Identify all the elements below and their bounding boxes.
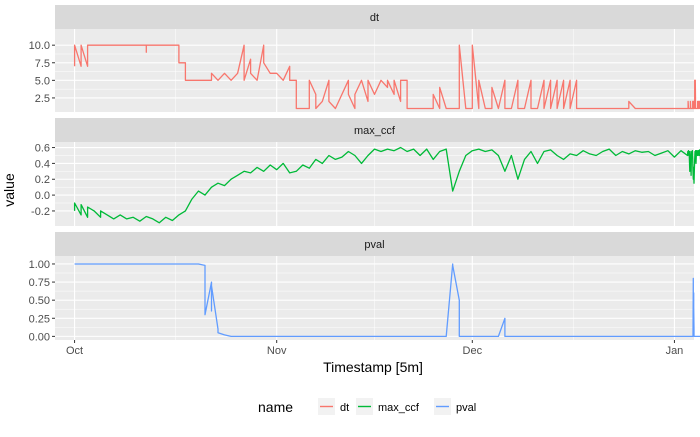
legend-title: name: [258, 399, 293, 415]
series-line-dt: [73, 44, 700, 110]
y-tick-label: 0.4: [35, 158, 50, 170]
y-tick-label: 7.5: [35, 58, 50, 70]
x-tick-label: Jan: [666, 345, 684, 357]
x-tick-label: Nov: [267, 345, 287, 357]
facet-strip-label: pval: [364, 239, 384, 251]
legend-label: pval: [456, 402, 476, 414]
legend-item-dt: dt: [318, 398, 349, 415]
legend-label: dt: [340, 402, 349, 414]
y-tick-label: 0.2: [35, 174, 50, 186]
legend-item-pval: pval: [434, 398, 476, 415]
x-tick-label: Dec: [463, 345, 483, 357]
series-line-pval: [74, 263, 700, 338]
facet-panel-pval: pval 0.00 0.25 0.50 0.75 1.00: [29, 232, 700, 343]
y-tick-label: 0.25: [29, 313, 50, 325]
facet-panels: dt 2.5 5.0 7.5 10.0 max_ccf -0.2 0.0 0.2 0.4 0.6 pv…: [29, 5, 700, 343]
legend: name dt max_ccf pval: [258, 398, 476, 415]
facet-panel-max_ccf: max_ccf -0.2 0.0 0.2 0.4 0.6: [31, 118, 700, 226]
facet-panel-dt: dt 2.5 5.0 7.5 10.0: [29, 5, 700, 112]
y-tick-label: 0.50: [29, 295, 50, 307]
y-tick-label: 2.5: [35, 93, 50, 105]
y-tick-label: 5.0: [35, 75, 50, 87]
facet-strip: [55, 5, 694, 29]
facet-strip: [55, 232, 694, 256]
y-tick-label: 0.0: [35, 190, 50, 202]
y-tick-label: 10.0: [29, 40, 50, 52]
legend-label: max_ccf: [378, 402, 420, 414]
y-tick-label: 0.75: [29, 277, 50, 289]
y-tick-label: 0.6: [35, 143, 50, 155]
x-tick-label: Oct: [66, 345, 83, 357]
facet-strip-label: max_ccf: [354, 125, 396, 137]
y-axis-title: value: [1, 173, 17, 207]
y-tick-label: -0.2: [31, 206, 50, 218]
x-axis-title: Timestamp [5m]: [323, 359, 423, 375]
facet-strip-label: dt: [370, 12, 379, 24]
x-axis: Oct Nov Dec Jan: [66, 340, 683, 357]
facet-strip: [55, 118, 694, 142]
series-line-max_ccf: [73, 146, 700, 224]
y-tick-label: 1.00: [29, 259, 50, 271]
legend-item-max_ccf: max_ccf: [356, 398, 420, 415]
y-tick-label: 0.00: [29, 331, 50, 343]
